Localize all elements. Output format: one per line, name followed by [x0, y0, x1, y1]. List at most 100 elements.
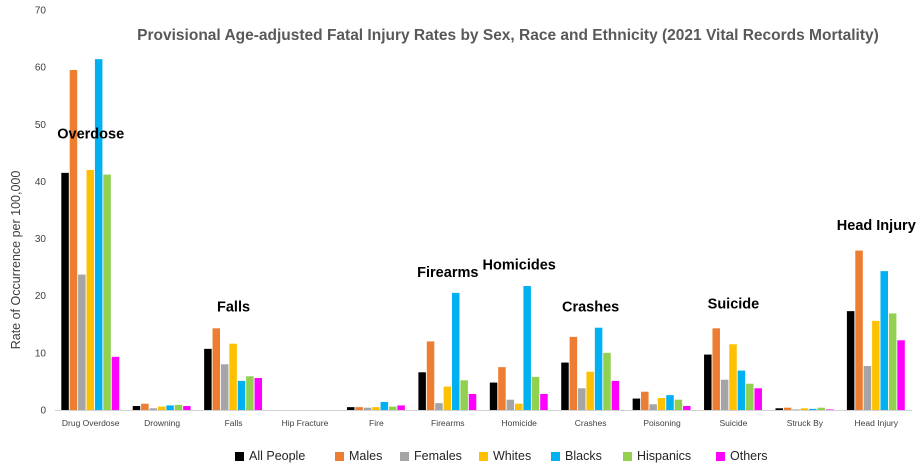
y-axis-title: Rate of Occurrence per 100,000 — [9, 171, 23, 350]
legend-item-females: Females — [400, 449, 462, 463]
bar-head-injury-hispanics — [888, 313, 897, 410]
legend-item-all-people: All People — [235, 449, 305, 463]
bar-poisoning-blacks — [666, 395, 674, 410]
bar-poisoning-hispanics — [674, 399, 683, 410]
legend-label: Hispanics — [637, 449, 691, 463]
bar-suicide-males — [712, 328, 720, 410]
bar-suicide-whites — [729, 344, 737, 410]
bar-fire-females — [363, 407, 372, 410]
y-tick-label: 0 — [40, 406, 46, 417]
y-axis-ticks: 0 10 20 30 40 50 60 70 — [35, 6, 47, 417]
bar-struck-by-others — [825, 409, 834, 410]
x-tick-label: Hip Fracture — [282, 418, 329, 428]
y-tick-label: 10 — [35, 348, 47, 359]
y-tick-label: 60 — [35, 63, 47, 74]
bar-fire-blacks — [380, 402, 389, 410]
bar-struck-by-hispanics — [817, 407, 825, 410]
bar-firearms-females — [435, 403, 443, 410]
y-tick-label: 70 — [35, 6, 47, 17]
annotation-suicide: Suicide — [708, 296, 760, 312]
legend-swatch — [716, 452, 725, 461]
legend-label: Blacks — [565, 449, 602, 463]
legend-item-hispanics: Hispanics — [623, 449, 691, 463]
bar-firearms-males — [426, 341, 435, 410]
bar-suicide-females — [720, 379, 729, 410]
annotation-crashes: Crashes — [562, 300, 619, 316]
bar-head-injury-whites — [872, 320, 880, 410]
legend-swatch — [400, 452, 409, 461]
bar-falls-blacks — [237, 380, 246, 410]
bar-firearms-blacks — [451, 292, 460, 410]
x-axis-labels: Drug Overdose Drowning Falls Hip Fracture Fi… — [62, 418, 899, 428]
legend-swatch — [479, 452, 488, 461]
legend: All People Males Females Whites Blacks Hispan… — [235, 449, 768, 463]
annotations-group: Overdose Falls Firearms Homicides Crashes Sui… — [57, 127, 916, 316]
bar-suicide-all-people — [704, 354, 712, 410]
legend-label: Females — [414, 449, 462, 463]
legend-item-males: Males — [335, 449, 382, 463]
legend-item-others: Others — [716, 449, 768, 463]
bar-crashes-blacks — [594, 327, 603, 410]
bar-fire-males — [355, 407, 363, 410]
bar-poisoning-females — [649, 404, 657, 410]
x-tick-label: Falls — [225, 418, 243, 428]
x-tick-label: Suicide — [720, 418, 748, 428]
bar-falls-all-people — [204, 348, 212, 410]
bar-drug-overdose-females — [78, 274, 86, 410]
annotation-head-injury: Head Injury — [837, 218, 916, 234]
bar-homicide-all-people — [489, 382, 498, 410]
x-tick-label: Drowning — [144, 418, 180, 428]
bar-crashes-hispanics — [603, 352, 611, 410]
x-tick-label: Drug Overdose — [62, 418, 120, 428]
bar-drowning-males — [141, 403, 149, 410]
bar-crashes-females — [578, 388, 586, 410]
legend-label: Males — [349, 449, 382, 463]
bar-firearms-all-people — [418, 372, 426, 410]
bar-head-injury-all-people — [846, 311, 855, 410]
legend-item-blacks: Blacks — [551, 449, 602, 463]
y-tick-label: 30 — [35, 234, 47, 245]
bar-fire-others — [397, 405, 405, 410]
x-tick-label: Firearms — [431, 418, 465, 428]
bar-drowning-all-people — [132, 406, 141, 410]
bar-drowning-hispanics — [174, 404, 183, 410]
bar-drug-overdose-blacks — [94, 59, 103, 410]
bar-struck-by-whites — [800, 408, 809, 410]
bar-falls-others — [254, 378, 263, 410]
bar-drug-overdose-males — [69, 70, 78, 410]
bar-falls-females — [220, 364, 229, 410]
bar-drowning-blacks — [166, 405, 174, 410]
x-tick-label: Head Injury — [855, 418, 899, 428]
bar-struck-by-females — [792, 409, 800, 410]
bar-firearms-hispanics — [460, 380, 468, 410]
annotation-homicides: Homicides — [483, 257, 556, 273]
bar-head-injury-blacks — [880, 271, 888, 410]
bar-crashes-all-people — [561, 362, 569, 410]
bar-drowning-others — [183, 406, 191, 410]
bar-homicide-blacks — [523, 286, 531, 410]
annotation-firearms: Firearms — [417, 265, 478, 281]
bar-fire-all-people — [346, 407, 355, 410]
bar-suicide-hispanics — [746, 383, 754, 410]
bar-firearms-whites — [443, 386, 452, 410]
chart-title: Provisional Age-adjusted Fatal Injury Ra… — [137, 27, 879, 44]
legend-swatch — [235, 452, 244, 461]
y-tick-label: 40 — [35, 177, 47, 188]
bar-head-injury-females — [863, 366, 872, 410]
bar-poisoning-all-people — [632, 398, 641, 410]
x-tick-label: Poisoning — [643, 418, 681, 428]
y-tick-label: 50 — [35, 120, 47, 131]
legend-label: All People — [249, 449, 305, 463]
x-tick-label: Struck By — [787, 418, 824, 428]
bar-drug-overdose-others — [111, 356, 120, 410]
bar-drowning-whites — [157, 406, 166, 410]
bar-crashes-males — [569, 336, 578, 410]
bar-drug-overdose-hispanics — [103, 174, 111, 410]
bar-firearms-others — [468, 394, 477, 410]
bar-suicide-others — [754, 388, 762, 410]
bar-fire-hispanics — [388, 406, 397, 410]
bar-struck-by-all-people — [775, 408, 783, 410]
bar-homicide-whites — [515, 403, 523, 410]
